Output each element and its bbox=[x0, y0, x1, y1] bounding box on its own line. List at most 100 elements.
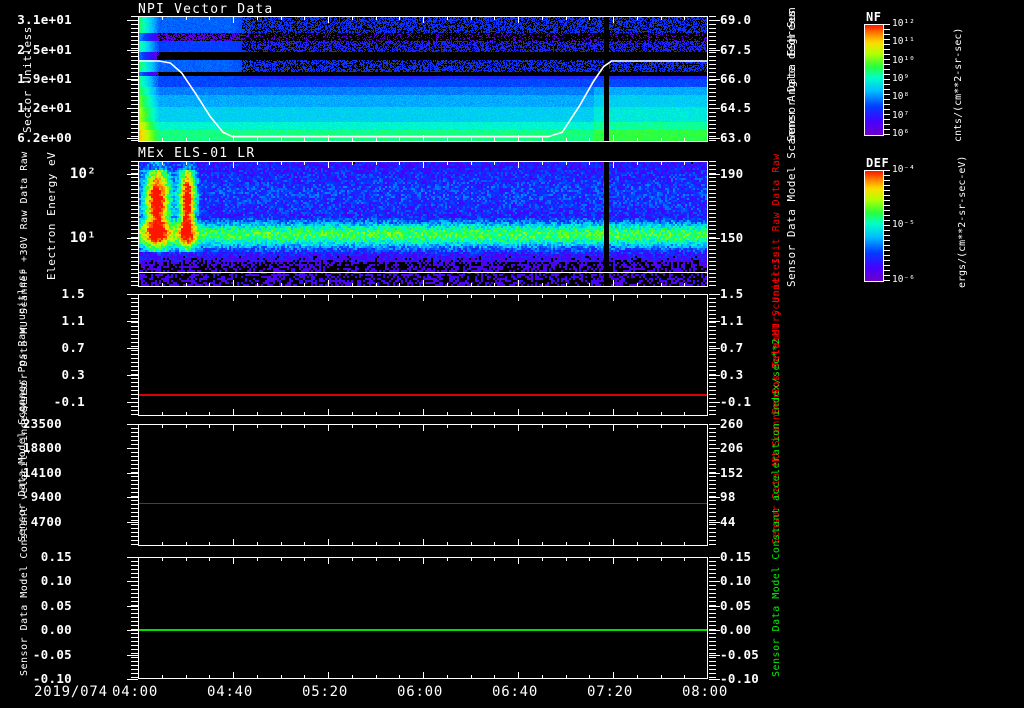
x-minor-tick bbox=[494, 283, 496, 287]
x-minor-tick bbox=[541, 161, 543, 165]
x-minor-tick bbox=[351, 675, 353, 679]
x-minor-tick bbox=[684, 16, 686, 20]
x-minor-tick bbox=[660, 675, 662, 679]
scanpos-left-major-tick bbox=[127, 521, 138, 523]
time-tick-label: 08:00 bbox=[682, 684, 729, 700]
x-minor-tick bbox=[351, 138, 353, 142]
x-minor-tick bbox=[423, 138, 424, 142]
npi-left-major-tick bbox=[127, 79, 138, 80]
x-minor-tick bbox=[209, 675, 211, 679]
els-left-major-tick bbox=[127, 174, 138, 176]
npi-right-tick-label: 66.0 bbox=[720, 71, 752, 86]
x-minor-tick bbox=[280, 138, 282, 142]
scanpos-left-tick-label: 4700 bbox=[30, 513, 62, 529]
colorbar-tick-label: 10⁸ bbox=[892, 91, 910, 103]
x-minor-tick bbox=[636, 283, 638, 287]
mu30v-left-major-tick bbox=[127, 321, 138, 323]
scanpos-right-tick-label: 260 bbox=[720, 416, 744, 431]
x-minor-tick bbox=[351, 424, 353, 428]
x-minor-tick bbox=[613, 294, 614, 298]
x-minor-tick bbox=[613, 283, 614, 287]
x-minor-tick bbox=[161, 283, 163, 287]
mu30v-left-tick-label: 0.7 bbox=[61, 340, 85, 356]
els-left-tick-label: 10² bbox=[69, 166, 96, 183]
scanpos-right-major-tick bbox=[709, 497, 720, 499]
npi-right-major-tick bbox=[709, 49, 720, 51]
mu30v-left-major-tick bbox=[127, 294, 138, 295]
x-minor-tick bbox=[375, 557, 377, 561]
x-minor-tick bbox=[138, 161, 139, 165]
constvel-right-tick-label: 0.05 bbox=[720, 597, 752, 613]
mu30v-left-tick-label: 1.5 bbox=[61, 286, 85, 301]
x-minor-tick bbox=[138, 138, 139, 142]
x-minor-tick bbox=[589, 424, 591, 428]
x-minor-tick bbox=[375, 138, 377, 142]
x-minor-tick bbox=[518, 542, 519, 546]
x-minor-tick bbox=[233, 283, 234, 287]
x-minor-tick bbox=[161, 16, 163, 20]
npi-left-major-tick bbox=[127, 20, 138, 22]
x-minor-tick bbox=[233, 161, 234, 165]
x-minor-tick bbox=[328, 424, 329, 428]
x-minor-tick bbox=[494, 557, 496, 561]
x-minor-tick bbox=[565, 283, 567, 287]
panel-title-npi: NPI Vector Data bbox=[138, 2, 274, 17]
mu30v-right-major-tick bbox=[709, 348, 720, 350]
panel-title-els: MEx ELS-01 LR bbox=[138, 146, 256, 161]
x-minor-tick bbox=[280, 294, 282, 298]
x-minor-tick bbox=[707, 283, 708, 287]
constvel-left-major-tick bbox=[127, 605, 138, 607]
x-minor-tick bbox=[636, 16, 638, 20]
colorbar-tick-label: 10⁹ bbox=[892, 73, 910, 84]
x-minor-tick bbox=[375, 16, 377, 20]
x-minor-tick bbox=[707, 16, 708, 20]
mu30v-right-major-tick bbox=[709, 375, 720, 377]
colorbar-minor-ticks bbox=[884, 170, 890, 282]
x-minor-tick bbox=[209, 557, 211, 561]
npi-right-tick-label: 69.0 bbox=[720, 12, 752, 28]
time-tick-label: 05:20 bbox=[302, 684, 349, 700]
x-minor-tick bbox=[684, 138, 686, 142]
els-right-major-tick bbox=[709, 174, 720, 176]
x-minor-tick bbox=[494, 675, 496, 679]
x-minor-tick bbox=[328, 294, 329, 298]
scanpos-left-major-tick bbox=[127, 424, 138, 425]
x-minor-tick bbox=[161, 424, 163, 428]
x-minor-tick bbox=[280, 542, 282, 546]
colorbar-nf bbox=[864, 24, 884, 136]
x-minor-tick bbox=[518, 424, 519, 428]
x-minor-tick bbox=[565, 138, 567, 142]
constvel-right-tick-label: 0.10 bbox=[720, 573, 752, 589]
x-minor-tick bbox=[399, 138, 401, 142]
x-minor-tick bbox=[589, 283, 591, 287]
x-minor-tick bbox=[494, 138, 496, 142]
panel-mu-scanner-30v-plot bbox=[138, 294, 708, 416]
mu30v-right-major-tick bbox=[709, 294, 720, 295]
x-minor-tick bbox=[636, 412, 638, 416]
x-minor-tick bbox=[636, 675, 638, 679]
x-minor-tick bbox=[375, 161, 377, 165]
x-minor-tick bbox=[423, 283, 424, 287]
x-minor-tick bbox=[233, 424, 234, 428]
x-minor-tick bbox=[138, 294, 139, 298]
x-minor-tick bbox=[684, 542, 686, 546]
mu30v-right-tick-label: 1.1 bbox=[720, 313, 744, 329]
x-minor-tick bbox=[565, 412, 567, 416]
x-minor-tick bbox=[351, 161, 353, 165]
mu30v-left-minor-ticks bbox=[131, 294, 138, 416]
x-minor-tick bbox=[636, 424, 638, 428]
mu30v-right-major-tick bbox=[709, 402, 720, 404]
colorbar-nf-unit: cnts/(cm**2-sr-sec) bbox=[953, 27, 964, 142]
x-minor-tick bbox=[541, 16, 543, 20]
x-minor-tick bbox=[613, 542, 614, 546]
x-minor-tick bbox=[304, 675, 306, 679]
mu30v-left-tick-label: -0.1 bbox=[53, 394, 85, 410]
x-minor-tick bbox=[328, 557, 329, 561]
colorbar-tick-label: 10¹² bbox=[892, 18, 915, 29]
scanpos-right-tick-label: 98 bbox=[720, 489, 736, 505]
constvel-right-major-tick bbox=[709, 679, 720, 680]
x-minor-tick bbox=[138, 412, 139, 416]
scanpos-left-tick-label: 23500 bbox=[22, 416, 62, 431]
x-minor-tick bbox=[660, 294, 662, 298]
mu30v-left-major-tick bbox=[127, 375, 138, 377]
